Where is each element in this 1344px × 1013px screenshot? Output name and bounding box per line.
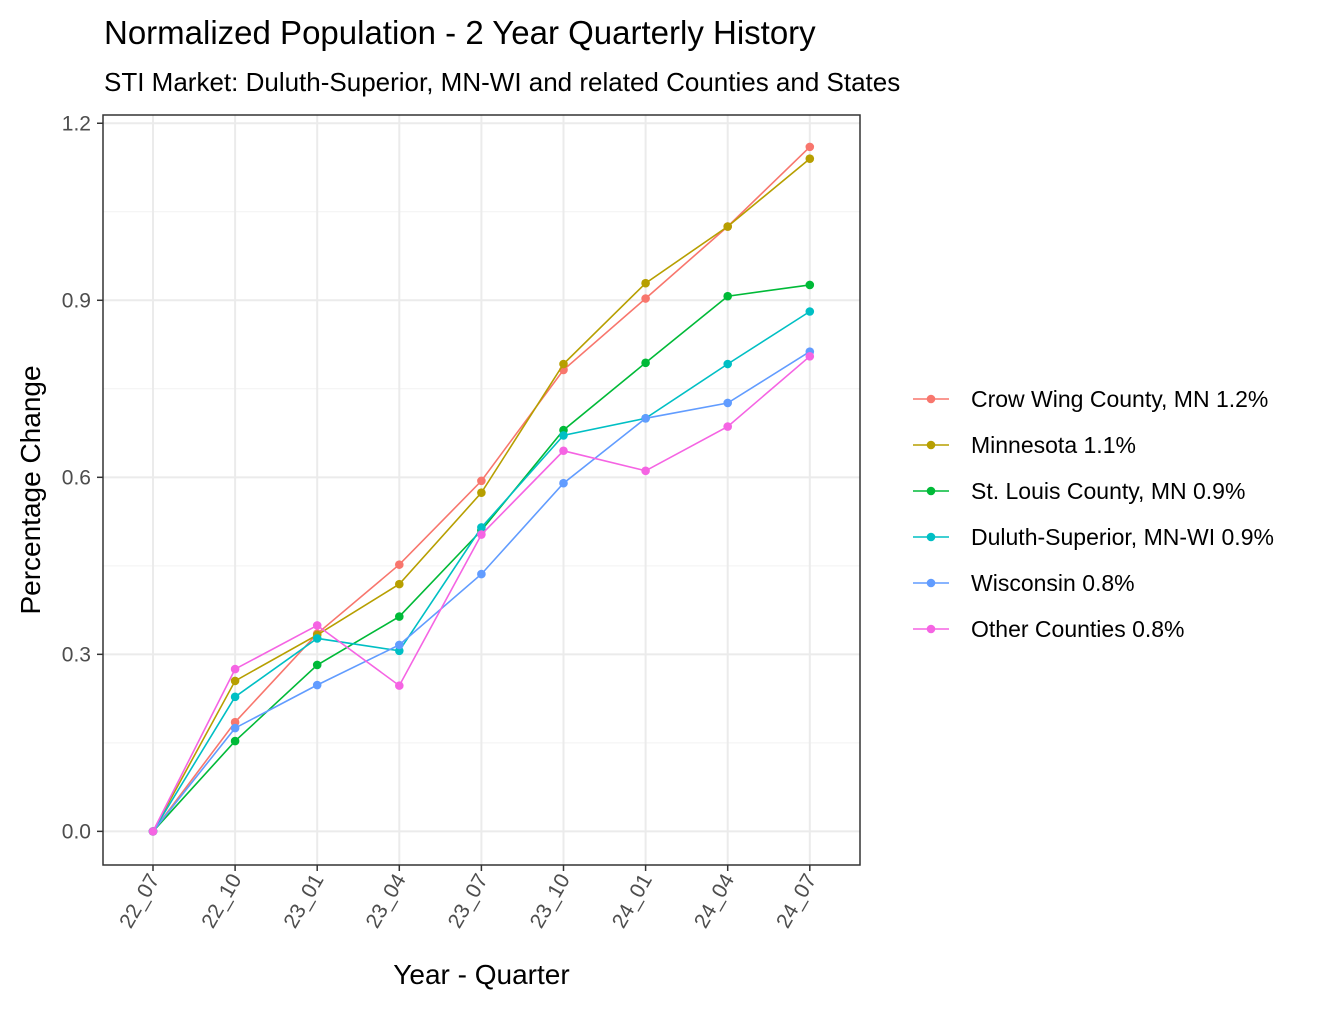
- data-point: [312, 660, 322, 670]
- y-tick-label: 0.3: [62, 643, 91, 666]
- data-point: [805, 307, 815, 316]
- legend: Crow Wing County, MN 1.2% Minnesota 1.1% S…: [913, 386, 1274, 642]
- data-point: [230, 717, 240, 727]
- data-point: [395, 560, 404, 569]
- x-tick-label: 23_10: [526, 870, 575, 932]
- x-tick-label: 23_07: [444, 870, 493, 932]
- data-point: [641, 294, 650, 303]
- x-tick-label: 24_01: [608, 870, 657, 932]
- data-point: [477, 530, 486, 539]
- legend-item: Wisconsin 0.8%: [913, 570, 1135, 596]
- legend-item: Crow Wing County, MN 1.2%: [913, 386, 1268, 412]
- x-tick-label: 24_07: [772, 870, 821, 932]
- data-point: [477, 569, 486, 579]
- data-point: [148, 827, 158, 836]
- data-point: [559, 359, 568, 369]
- data-point: [805, 142, 815, 152]
- legend-item: Other Counties 0.8%: [913, 616, 1185, 642]
- data-point: [312, 621, 322, 630]
- y-axis-label: Percentage Change: [15, 365, 46, 614]
- data-point: [230, 723, 240, 733]
- legend-key-point: [926, 624, 936, 634]
- data-point: [230, 676, 240, 686]
- legend-key-point: [926, 440, 936, 450]
- data-point: [559, 431, 568, 440]
- legend-item: Duluth-Superior, MN-WI 0.9%: [913, 524, 1274, 550]
- data-point: [230, 736, 240, 746]
- data-point: [395, 612, 404, 621]
- x-axis-label: Year - Quarter: [393, 959, 569, 990]
- legend-label: St. Louis County, MN 0.9%: [971, 478, 1245, 504]
- x-tick-label: 23_01: [279, 870, 328, 932]
- data-point: [559, 478, 568, 488]
- series-group: [148, 154, 815, 836]
- data-point: [395, 646, 404, 656]
- x-tick-label: 24_04: [690, 870, 739, 932]
- legend-label: Duluth-Superior, MN-WI 0.9%: [971, 524, 1274, 550]
- data-point: [641, 358, 650, 368]
- data-point: [723, 291, 732, 301]
- legend-item: Minnesota 1.1%: [913, 432, 1136, 458]
- data-point: [559, 446, 568, 456]
- y-tick-label: 0.0: [62, 820, 91, 843]
- data-point: [723, 222, 732, 231]
- data-point: [312, 634, 322, 643]
- legend-key-point: [926, 394, 936, 404]
- legend-label: Wisconsin 0.8%: [971, 570, 1135, 596]
- data-point: [641, 414, 650, 423]
- data-point: [723, 398, 732, 408]
- data-point: [805, 280, 815, 290]
- data-point: [805, 352, 815, 361]
- data-point: [477, 523, 486, 532]
- legend-label: Crow Wing County, MN 1.2%: [971, 386, 1268, 412]
- data-point: [477, 488, 486, 497]
- legend-label: Other Counties 0.8%: [971, 616, 1185, 642]
- legend-item: St. Louis County, MN 0.9%: [913, 478, 1245, 504]
- x-tick-label: 23_04: [362, 870, 411, 932]
- y-tick-label: 0.6: [62, 466, 91, 489]
- legend-label: Minnesota 1.1%: [971, 432, 1136, 458]
- series-group: [148, 352, 815, 836]
- data-point: [395, 579, 404, 589]
- x-tick-label: 22_10: [197, 870, 246, 932]
- data-point: [230, 692, 240, 702]
- data-point: [312, 680, 322, 690]
- series-layer: [148, 142, 815, 836]
- legend-key-point: [926, 578, 936, 588]
- data-point: [395, 640, 404, 650]
- data-point: [641, 278, 650, 288]
- data-point: [805, 154, 815, 163]
- chart-subtitle: STI Market: Duluth-Superior, MN-WI and r…: [104, 67, 900, 97]
- x-tick-label: 22_07: [115, 870, 164, 932]
- data-point: [723, 359, 732, 369]
- legend-key-point: [926, 486, 936, 496]
- data-point: [723, 422, 732, 431]
- data-point: [395, 681, 404, 690]
- data-point: [477, 476, 486, 486]
- data-point: [641, 466, 650, 476]
- chart-title: Normalized Population - 2 Year Quarterly…: [104, 14, 816, 51]
- y-axis: 0.0 0.3 0.6 0.9 1.2: [62, 112, 103, 843]
- x-axis: 22_07 22_10 23_01 23_04 23_07 23_10 24_01 24_04…: [115, 865, 821, 932]
- y-tick-label: 0.9: [62, 289, 91, 312]
- data-point: [230, 664, 240, 674]
- legend-key-point: [926, 532, 936, 542]
- y-tick-label: 1.2: [62, 112, 91, 135]
